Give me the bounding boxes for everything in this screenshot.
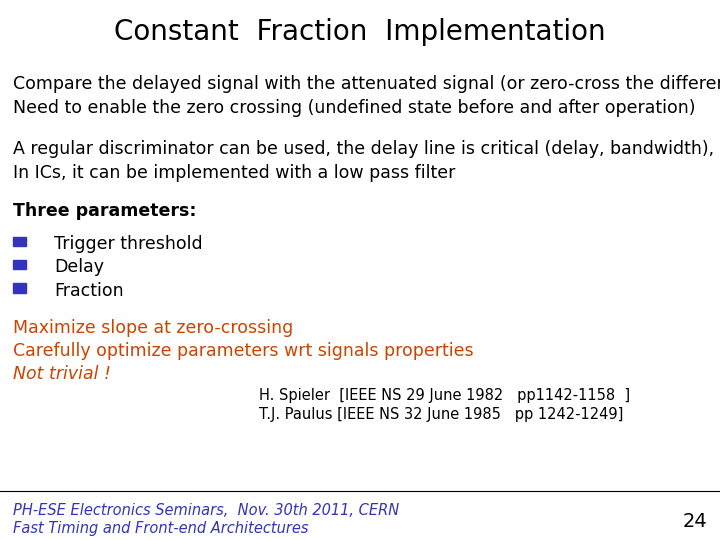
Text: Constant  Fraction  Implementation: Constant Fraction Implementation <box>114 18 606 46</box>
Text: In ICs, it can be implemented with a low pass filter: In ICs, it can be implemented with a low… <box>13 164 455 182</box>
Text: Carefully optimize parameters wrt signals properties: Carefully optimize parameters wrt signal… <box>13 342 474 360</box>
Text: Fraction: Fraction <box>54 281 124 300</box>
Text: A regular discriminator can be used, the delay line is critical (delay, bandwidt: A regular discriminator can be used, the… <box>13 139 714 158</box>
Text: Delay: Delay <box>54 258 104 276</box>
Bar <box>13 237 26 246</box>
Text: Compare the delayed signal with the attenuated signal (or zero-cross the differe: Compare the delayed signal with the atte… <box>13 75 720 93</box>
Text: H. Spieler  [IEEE NS 29 June 1982   pp1142-1158  ]: H. Spieler [IEEE NS 29 June 1982 pp1142-… <box>259 388 630 403</box>
Text: Not trivial !: Not trivial ! <box>13 365 111 383</box>
Bar <box>13 260 26 269</box>
Text: PH-ESE Electronics Seminars,  Nov. 30th 2011, CERN: PH-ESE Electronics Seminars, Nov. 30th 2… <box>13 503 399 518</box>
Bar <box>13 283 26 293</box>
Text: T.J. Paulus [IEEE NS 32 June 1985   pp 1242-1249]: T.J. Paulus [IEEE NS 32 June 1985 pp 124… <box>259 407 624 422</box>
Text: 24: 24 <box>683 511 707 531</box>
Text: Need to enable the zero crossing (undefined state before and after operation): Need to enable the zero crossing (undefi… <box>13 99 696 117</box>
Text: Three parameters:: Three parameters: <box>13 201 197 220</box>
Text: Trigger threshold: Trigger threshold <box>54 235 202 253</box>
Text: Maximize slope at zero-crossing: Maximize slope at zero-crossing <box>13 319 293 337</box>
Text: Fast Timing and Front-end Architectures: Fast Timing and Front-end Architectures <box>13 521 308 536</box>
